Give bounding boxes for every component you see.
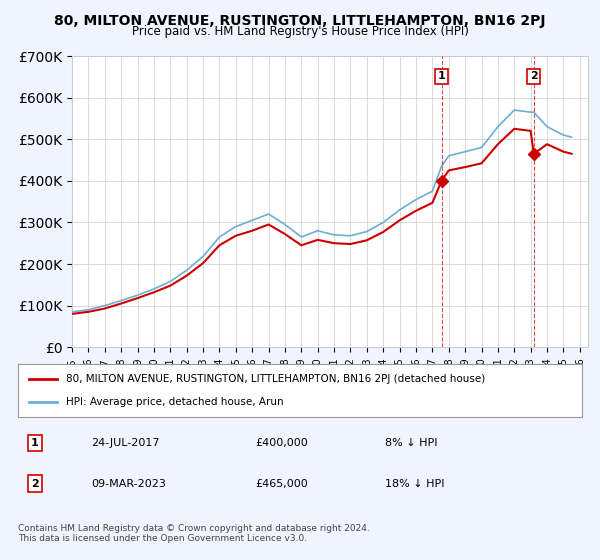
Text: 8% ↓ HPI: 8% ↓ HPI: [385, 438, 437, 448]
Text: 18% ↓ HPI: 18% ↓ HPI: [385, 479, 444, 489]
Text: 2: 2: [31, 479, 39, 489]
Text: 80, MILTON AVENUE, RUSTINGTON, LITTLEHAMPTON, BN16 2PJ: 80, MILTON AVENUE, RUSTINGTON, LITTLEHAM…: [54, 14, 546, 28]
Text: £465,000: £465,000: [255, 479, 308, 489]
Text: Price paid vs. HM Land Registry's House Price Index (HPI): Price paid vs. HM Land Registry's House …: [131, 25, 469, 38]
Text: 1: 1: [31, 438, 39, 448]
Text: 80, MILTON AVENUE, RUSTINGTON, LITTLEHAMPTON, BN16 2PJ (detached house): 80, MILTON AVENUE, RUSTINGTON, LITTLEHAM…: [66, 374, 485, 384]
Text: £400,000: £400,000: [255, 438, 308, 448]
Text: 1: 1: [437, 71, 445, 81]
Text: 09-MAR-2023: 09-MAR-2023: [91, 479, 166, 489]
Text: 2: 2: [530, 71, 538, 81]
Text: Contains HM Land Registry data © Crown copyright and database right 2024.
This d: Contains HM Land Registry data © Crown c…: [18, 524, 370, 543]
Text: HPI: Average price, detached house, Arun: HPI: Average price, detached house, Arun: [66, 397, 284, 407]
Text: 24-JUL-2017: 24-JUL-2017: [91, 438, 160, 448]
